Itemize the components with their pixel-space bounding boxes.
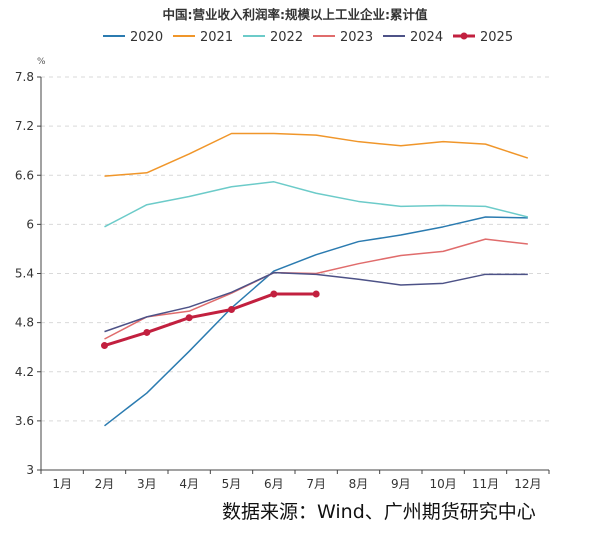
series-2020 bbox=[104, 216, 528, 427]
y-tick-label: 7.8 bbox=[15, 70, 34, 84]
legend-label: 2023 bbox=[340, 30, 373, 45]
axes: 1月 2月 3月 4月 5月 6月 7月 8月 9月 10月 11月 12月 bbox=[37, 76, 550, 491]
data-point bbox=[143, 328, 151, 336]
series-line-2024 bbox=[104, 271, 528, 333]
legend-item-2023: 2023 bbox=[313, 30, 373, 45]
data-point bbox=[312, 290, 320, 298]
data-point bbox=[101, 342, 108, 350]
y-axis-unit-label: % bbox=[37, 57, 46, 67]
x-tick-label: 4月 bbox=[179, 477, 199, 491]
legend-label: 2022 bbox=[270, 30, 303, 45]
y-tick-label: 5.4 bbox=[15, 267, 34, 281]
x-tick-label: 5月 bbox=[222, 477, 242, 491]
chart-title: 中国:营业收入利润率:规模以上工业企业:累计值 bbox=[163, 7, 428, 22]
legend-marker bbox=[460, 32, 468, 40]
y-tick-label: 3 bbox=[26, 463, 34, 477]
x-tick-label: 3月 bbox=[137, 477, 157, 491]
series-2021 bbox=[104, 132, 529, 177]
x-tick-label: 6月 bbox=[264, 477, 284, 491]
series-line-2022 bbox=[104, 181, 529, 228]
legend: 2020 2021 2022 2023 2024 2025 bbox=[103, 30, 513, 45]
x-tick-label: 1月 bbox=[52, 477, 72, 491]
series-line-2023 bbox=[104, 238, 528, 340]
legend-item-2025: 2025 bbox=[453, 30, 513, 45]
y-tick-label: 4.2 bbox=[15, 365, 34, 379]
series-2023 bbox=[104, 238, 528, 340]
y-tick-label: 6.6 bbox=[15, 168, 34, 182]
x-tick-label: 8月 bbox=[349, 477, 369, 491]
y-tick-label: 6 bbox=[26, 217, 34, 231]
legend-label: 2021 bbox=[200, 30, 233, 45]
series-lines bbox=[101, 132, 529, 427]
x-tick-label: 10月 bbox=[430, 477, 457, 491]
x-tick-label: 11月 bbox=[472, 477, 499, 491]
legend-label: 2020 bbox=[130, 30, 163, 45]
series-line-2021 bbox=[104, 132, 529, 177]
x-tick-label: 2月 bbox=[95, 477, 115, 491]
legend-item-2020: 2020 bbox=[103, 30, 163, 45]
series-line-2020 bbox=[104, 216, 528, 427]
series-2024 bbox=[104, 271, 528, 333]
x-tick-label: 9月 bbox=[391, 477, 411, 491]
series-2025 bbox=[101, 290, 320, 350]
grid-lines: 3 3.6 4.2 4.8 5.4 6 6.6 7.2 7.8 bbox=[15, 70, 549, 477]
series-2022 bbox=[104, 181, 529, 228]
x-tick-label: 7月 bbox=[306, 477, 326, 491]
source-note: 数据来源：Wind、广州期货研究中心 bbox=[222, 501, 536, 523]
series-line-2025 bbox=[104, 292, 317, 347]
y-tick-label: 3.6 bbox=[15, 414, 34, 428]
x-tick-label: 12月 bbox=[514, 477, 541, 491]
legend-item-2022: 2022 bbox=[243, 30, 303, 45]
legend-label: 2025 bbox=[480, 30, 513, 45]
legend-item-2021: 2021 bbox=[173, 30, 233, 45]
data-point bbox=[228, 306, 235, 314]
legend-item-2024: 2024 bbox=[383, 30, 443, 45]
data-point bbox=[185, 314, 193, 322]
data-point bbox=[270, 290, 278, 298]
y-tick-label: 7.2 bbox=[15, 119, 34, 133]
y-tick-label: 4.8 bbox=[15, 316, 34, 330]
legend-label: 2024 bbox=[410, 30, 443, 45]
